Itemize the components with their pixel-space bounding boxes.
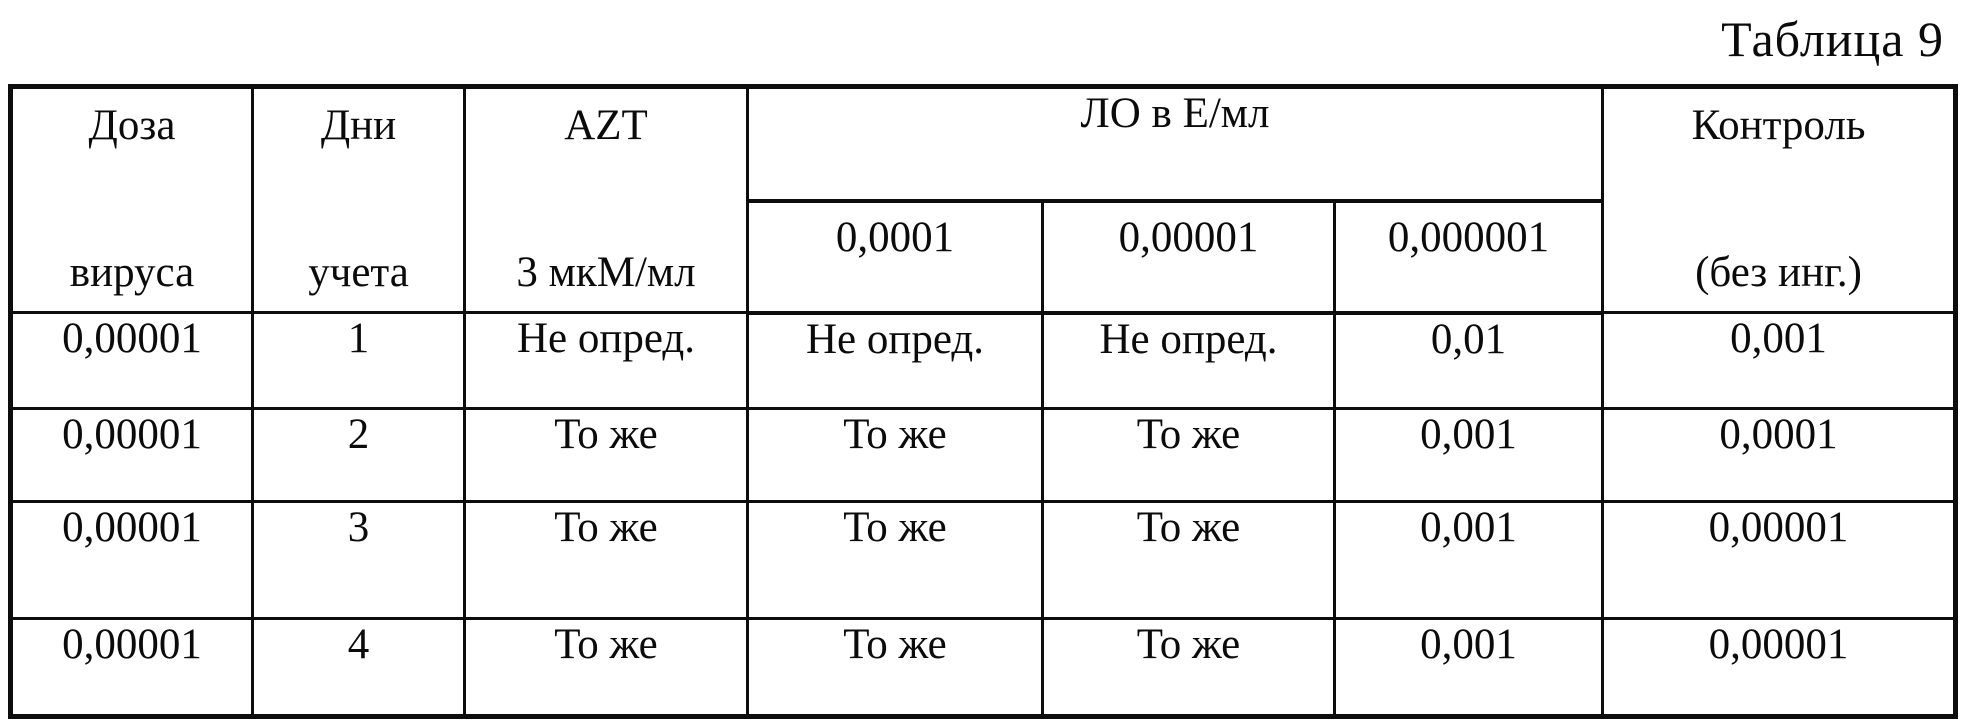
cell-control: 0,0001	[1601, 406, 1957, 503]
results-table: Доза вируса Дни учета AZT 3 мкМ/мл	[8, 84, 1958, 719]
cell-lo-1: То же	[746, 616, 1044, 718]
cell-lo-2: То же	[1041, 499, 1336, 620]
cell-azt: То же	[463, 616, 749, 718]
cell-lo-2: То же	[1041, 406, 1336, 503]
cell-day: 2	[251, 406, 466, 503]
header-lo-dilution-2: 0,00001	[1041, 199, 1336, 315]
cell-lo-3: 0,001	[1333, 499, 1604, 620]
cell-day: 3	[251, 499, 466, 620]
cell-control: 0,00001	[1601, 499, 1957, 620]
cell-lo-3: 0,001	[1333, 406, 1604, 503]
header-virus-dose-line1: Доза	[88, 102, 176, 149]
cell-virus-dose: 0,00001	[9, 406, 254, 503]
header-days-line2: учета	[308, 249, 409, 296]
cell-day: 4	[251, 616, 466, 718]
header-azt: AZT 3 мкМ/мл	[463, 85, 749, 314]
header-control: Контроль (без инг.)	[1601, 85, 1957, 314]
header-control-line1: Контроль	[1691, 102, 1866, 149]
header-azt-line1: AZT	[564, 102, 648, 149]
header-lo-group: ЛО в Е/мл	[746, 84, 1604, 203]
table-row: 0,00001 3 То же То же То же 0,001 0,0000…	[9, 499, 1957, 620]
cell-lo-1: Не опред.	[746, 311, 1044, 410]
cell-lo-1: То же	[746, 406, 1044, 503]
cell-azt: То же	[463, 499, 749, 620]
cell-lo-1: То же	[746, 499, 1044, 620]
table-row: 0,00001 2 То же То же То же 0,001 0,0001	[9, 406, 1957, 503]
cell-azt: То же	[463, 406, 749, 503]
header-virus-dose: Доза вируса	[9, 85, 254, 314]
header-virus-dose-line2: вируса	[69, 249, 195, 296]
table-row: 0,00001 4 То же То же То же 0,001 0,0000…	[9, 616, 1957, 718]
cell-virus-dose: 0,00001	[9, 311, 254, 410]
cell-virus-dose: 0,00001	[9, 499, 254, 620]
cell-azt: Не опред.	[463, 311, 749, 410]
cell-lo-2: Не опред.	[1041, 311, 1336, 410]
table-caption: Таблица 9	[1721, 11, 1944, 67]
header-lo-dilution-1: 0,0001	[746, 199, 1044, 315]
header-lo-dilution-3: 0,000001	[1333, 199, 1604, 315]
header-days: Дни учета	[251, 85, 466, 314]
cell-virus-dose: 0,00001	[9, 616, 254, 718]
cell-control: 0,001	[1601, 311, 1957, 410]
cell-lo-3: 0,001	[1333, 616, 1604, 718]
cell-lo-2: То же	[1041, 616, 1336, 718]
header-days-line1: Дни	[320, 102, 397, 149]
cell-control: 0,00001	[1601, 616, 1957, 718]
header-azt-line2: 3 мкМ/мл	[516, 249, 696, 296]
table-row: 0,00001 1 Не опред. Не опред. Не опред. …	[9, 311, 1957, 410]
cell-day: 1	[251, 311, 466, 410]
cell-lo-3: 0,01	[1333, 311, 1604, 410]
header-control-line2: (без инг.)	[1695, 249, 1862, 296]
